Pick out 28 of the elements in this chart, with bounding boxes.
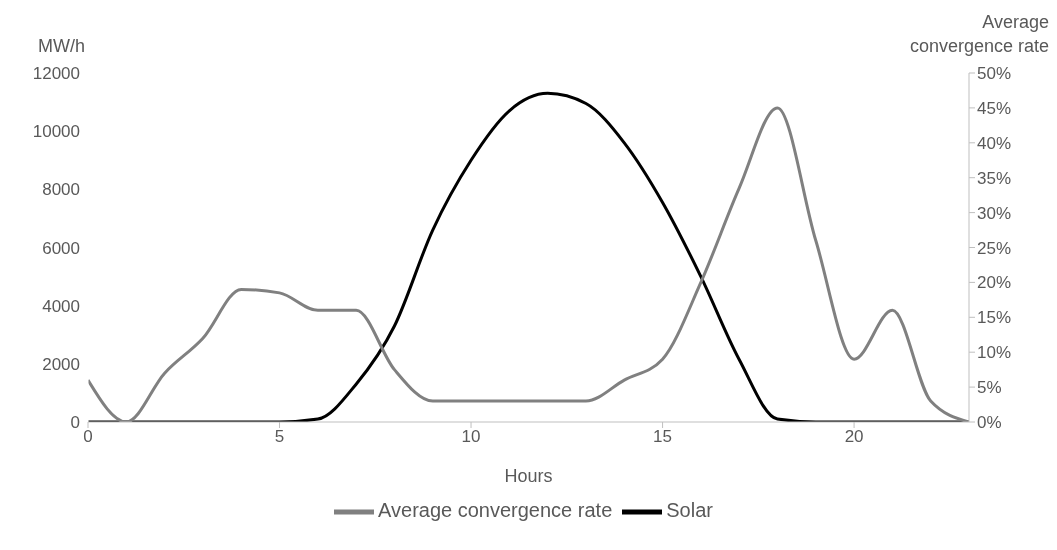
x-tick-label: 10: [461, 427, 481, 447]
y2-tick-label: 40%: [977, 133, 1012, 153]
x-tick-label: 20: [844, 427, 864, 447]
y2-tick-label: 45%: [977, 98, 1012, 118]
y2-tick-label: 25%: [977, 238, 1012, 258]
y2-axis-title: Average convergence rate: [908, 11, 1049, 58]
y2-tick-label: 15%: [977, 308, 1012, 328]
y2-tick-label: 5%: [977, 378, 1002, 398]
legend-label: Solar: [666, 499, 713, 522]
y-tick-label: 6000: [42, 238, 80, 258]
x-axis-title: Hours: [504, 466, 553, 486]
y2-tick-label: 35%: [977, 168, 1012, 188]
legend-label: Average convergence rate: [378, 499, 613, 522]
y-tick-label: 0: [70, 413, 80, 433]
y2-tick-label: 10%: [977, 343, 1012, 363]
y-tick-label: 12000: [32, 64, 80, 84]
x-tick-label: 5: [274, 427, 285, 447]
y2-tick-label: 30%: [977, 203, 1012, 223]
y-axis-title: MW/h: [38, 36, 85, 57]
x-tick-label: 0: [83, 427, 93, 447]
y-tick-label: 10000: [32, 122, 80, 142]
y2-tick-label: 20%: [977, 273, 1012, 293]
y2-tick-label: 0%: [977, 413, 1002, 433]
y-tick-label: 4000: [42, 296, 80, 316]
x-tick-label: 15: [653, 427, 673, 447]
y-tick-label: 8000: [42, 180, 80, 200]
y2-tick-label: 50%: [977, 64, 1012, 84]
y-tick-label: 2000: [42, 354, 80, 374]
